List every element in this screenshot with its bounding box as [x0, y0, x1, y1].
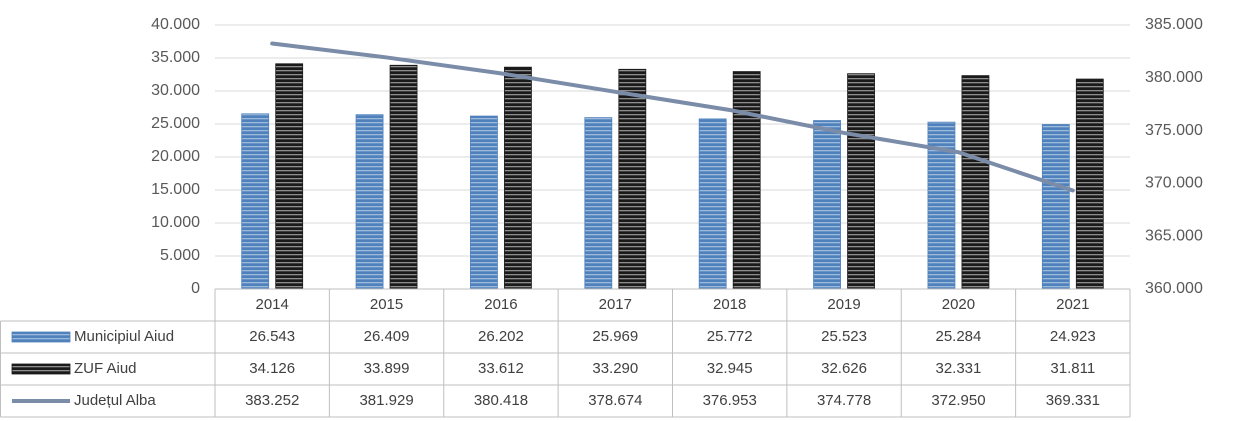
y2-tick-label: 360.000: [1145, 280, 1203, 297]
bar: [389, 64, 418, 290]
bar: [241, 113, 270, 290]
y-tick-label: 10.000: [151, 214, 200, 231]
table-cell: 376.953: [703, 392, 757, 409]
table-cell: 33.612: [478, 360, 524, 377]
table-cell: 25.969: [592, 328, 638, 345]
bar: [813, 120, 841, 290]
x-tick-label: 2015: [370, 296, 403, 313]
table-cell: 369.331: [1046, 392, 1100, 409]
y-tick-label: 35.000: [151, 49, 200, 66]
bar: [1075, 78, 1104, 290]
x-tick-label: 2021: [1056, 296, 1089, 313]
x-tick-label: 2020: [942, 296, 975, 313]
table-cell: 32.626: [821, 360, 867, 377]
bar: [961, 75, 990, 290]
y2-tick-label: 370.000: [1145, 175, 1203, 192]
legend-swatch: [11, 331, 71, 343]
table-cell: 25.523: [821, 328, 867, 345]
legend-swatch: [11, 363, 71, 375]
legend-label: ZUF Aiud: [74, 360, 137, 377]
y-tick-label: 5.000: [160, 247, 200, 264]
table-cell: 378.674: [588, 392, 642, 409]
y-tick-label: 25.000: [151, 115, 200, 132]
y2-tick-label: 365.000: [1145, 227, 1203, 244]
y-tick-label: 40.000: [151, 16, 200, 33]
y2-tick-label: 385.000: [1145, 16, 1203, 33]
table-cell: 383.252: [245, 392, 299, 409]
x-tick-label: 2016: [484, 296, 517, 313]
y-tick-label: 15.000: [151, 181, 200, 198]
bar: [584, 117, 613, 290]
table-cell: 32.331: [935, 360, 981, 377]
table-cell: 374.778: [817, 392, 871, 409]
bar: [732, 71, 761, 290]
y-tick-label: 0: [191, 280, 200, 297]
x-tick-label: 2019: [827, 296, 860, 313]
y2-tick-label: 375.000: [1145, 122, 1203, 139]
bar: [504, 66, 532, 290]
x-tick-label: 2017: [599, 296, 632, 313]
table-cell: 381.929: [359, 392, 413, 409]
legend-label: Municipiul Aiud: [74, 328, 174, 345]
table-cell: 25.772: [707, 328, 753, 345]
table-cell: 26.202: [478, 328, 524, 345]
bar: [355, 114, 384, 290]
x-tick-label: 2018: [713, 296, 746, 313]
bar: [618, 68, 647, 290]
table-cell: 26.543: [249, 328, 295, 345]
table-cell: 25.284: [935, 328, 981, 345]
table-cell: 33.899: [364, 360, 410, 377]
table-cell: 32.945: [707, 360, 753, 377]
table-cell: 33.290: [592, 360, 638, 377]
bar: [847, 73, 875, 290]
legend-label: Județul Alba: [74, 392, 156, 409]
line: [270, 41, 1075, 193]
table-cell: 34.126: [249, 360, 295, 377]
table-cell: 31.811: [1050, 360, 1095, 377]
x-tick-label: 2014: [256, 296, 289, 313]
table-cell: 26.409: [364, 328, 410, 345]
table-cell: 24.923: [1050, 328, 1096, 345]
y-tick-label: 30.000: [151, 82, 200, 99]
table-cell: 380.418: [474, 392, 528, 409]
bar: [275, 63, 304, 290]
y2-tick-label: 380.000: [1145, 69, 1203, 86]
bar: [1041, 124, 1070, 290]
bar: [698, 118, 727, 290]
table-cell: 372.950: [931, 392, 985, 409]
bar: [470, 115, 498, 290]
y-tick-label: 20.000: [151, 148, 200, 165]
